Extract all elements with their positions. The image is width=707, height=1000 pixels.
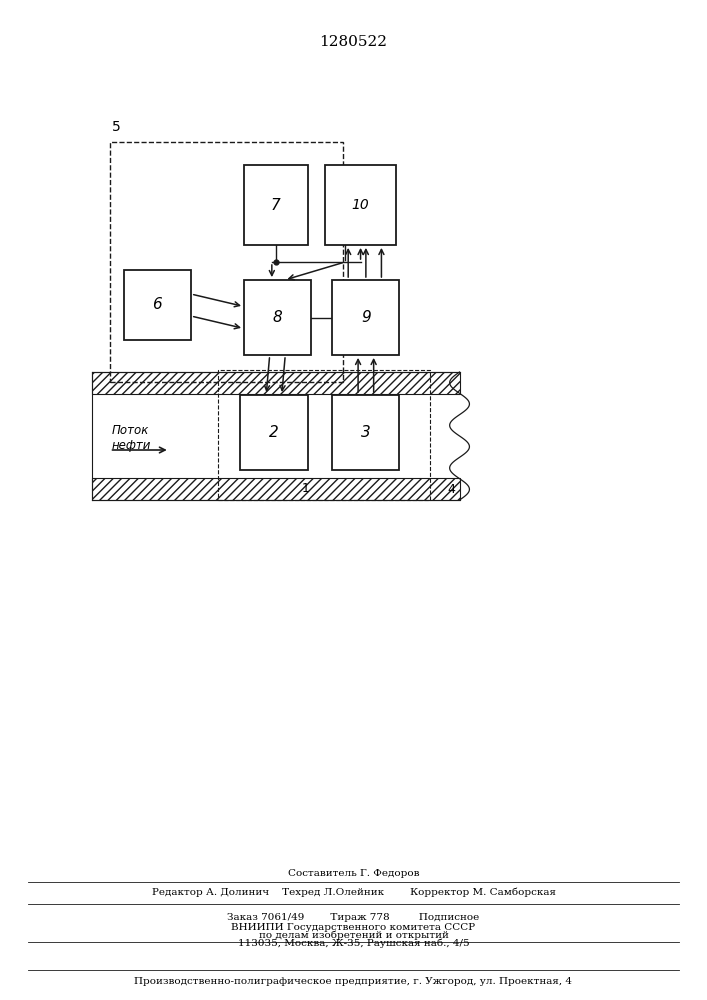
Text: 6: 6: [153, 297, 162, 312]
Text: 1: 1: [301, 482, 310, 495]
Text: 3: 3: [361, 425, 370, 440]
Text: 10: 10: [351, 198, 370, 212]
Bar: [325, 165, 396, 245]
Text: 8: 8: [273, 310, 282, 325]
Text: ВНИИПИ Государственного комитета СССР: ВНИИПИ Государственного комитета СССР: [231, 922, 476, 932]
Bar: [92, 394, 460, 478]
Text: Редактор А. Долинич    Техред Л.Олейник        Корректор М. Самборская: Редактор А. Долинич Техред Л.Олейник Кор…: [151, 887, 556, 897]
Bar: [332, 395, 399, 470]
Bar: [218, 370, 430, 500]
Text: 7: 7: [271, 198, 281, 213]
Text: Производственно-полиграфическое предприятие, г. Ужгород, ул. Проектная, 4: Производственно-полиграфическое предприя…: [134, 976, 573, 986]
Bar: [124, 270, 191, 340]
Text: Заказ 7061/49        Тираж 778         Подписное: Заказ 7061/49 Тираж 778 Подписное: [228, 914, 479, 922]
Bar: [332, 280, 399, 355]
Text: 2: 2: [269, 425, 279, 440]
Text: 5: 5: [112, 120, 120, 134]
Text: по делам изобретений и открытий: по делам изобретений и открытий: [259, 930, 448, 940]
Text: 9: 9: [361, 310, 370, 325]
Bar: [92, 478, 460, 500]
Bar: [244, 280, 311, 355]
Text: 113035, Москва, Ж-35, Раушская наб., 4/5: 113035, Москва, Ж-35, Раушская наб., 4/5: [238, 938, 469, 948]
Bar: [244, 165, 308, 245]
Text: 4: 4: [447, 483, 455, 496]
Bar: [240, 395, 308, 470]
Text: Составитель Г. Федоров: Составитель Г. Федоров: [288, 868, 419, 878]
Bar: [110, 142, 343, 382]
Text: 1280522: 1280522: [320, 35, 387, 49]
Text: Поток
нефти: Поток нефти: [111, 424, 151, 452]
Bar: [92, 372, 460, 394]
